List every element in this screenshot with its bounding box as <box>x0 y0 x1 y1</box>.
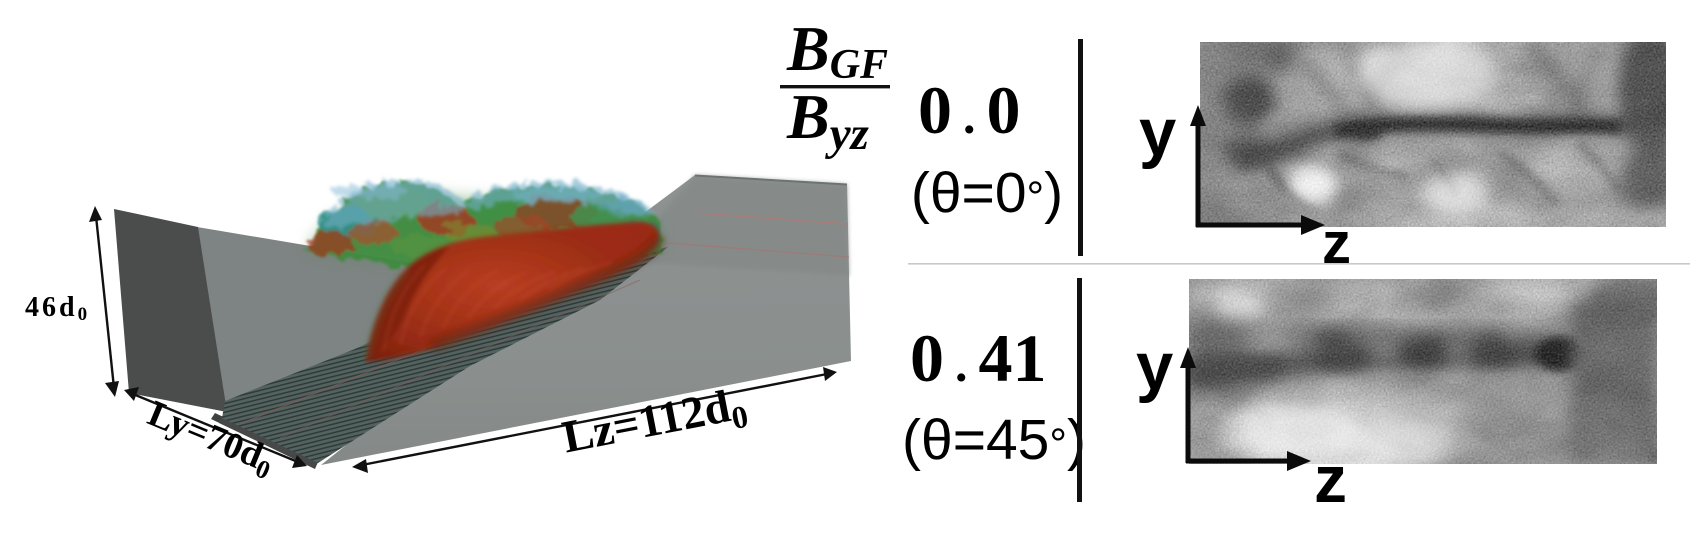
svg-text:z: z <box>1322 211 1351 276</box>
svg-text:46d0: 46d0 <box>25 292 87 325</box>
svg-text:y: y <box>1139 95 1176 170</box>
svg-text:Byz: Byz <box>786 81 870 160</box>
svg-text:(θ=0°): (θ=0°) <box>911 161 1063 225</box>
svg-text:z: z <box>1314 442 1347 516</box>
svg-text:y: y <box>1136 329 1173 404</box>
svg-text:BGF: BGF <box>786 13 888 88</box>
svg-text:0.0: 0.0 <box>918 72 1021 148</box>
svg-text:(θ=45°): (θ=45°) <box>902 408 1086 472</box>
svg-text:0.41: 0. 41 <box>910 320 1047 396</box>
